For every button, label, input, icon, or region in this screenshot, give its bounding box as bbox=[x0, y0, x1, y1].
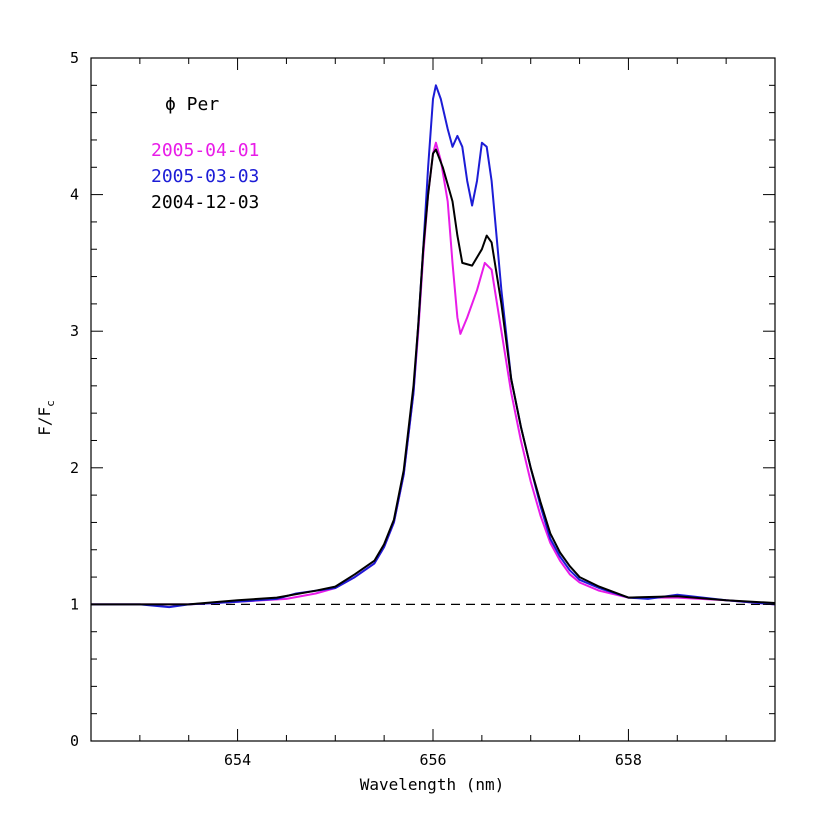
x-tick-label: 654 bbox=[224, 751, 251, 769]
y-tick-label: 3 bbox=[70, 322, 79, 340]
x-tick-label: 656 bbox=[419, 751, 446, 769]
x-tick-label: 658 bbox=[615, 751, 642, 769]
chart-title: ϕ Per bbox=[165, 94, 219, 115]
legend-entry-2005-03-03: 2005-03-03 bbox=[151, 166, 259, 187]
y-tick-label: 4 bbox=[70, 186, 79, 204]
axes-layer: 654 656 658 0 1 2 3 4 5 bbox=[70, 49, 776, 769]
y-tick-label: 0 bbox=[70, 732, 79, 750]
legend: 2005-04-01 2005-03-03 2004-12-03 bbox=[151, 140, 259, 213]
series-line-2004-12-03 bbox=[91, 148, 776, 606]
plot-layer bbox=[91, 84, 776, 609]
y-tick-label: 5 bbox=[70, 49, 79, 67]
series-line-2005-03-03 bbox=[91, 84, 776, 609]
y-tick-label: 1 bbox=[70, 595, 79, 613]
y-tick-label: 2 bbox=[70, 459, 79, 477]
x-axis-label: Wavelength (nm) bbox=[360, 775, 505, 794]
y-axis-label-subscript: c bbox=[44, 400, 57, 407]
y-axis-label: F/Fc bbox=[35, 400, 57, 436]
legend-entry-2004-12-03: 2004-12-03 bbox=[151, 192, 259, 213]
legend-entry-2005-04-01: 2005-04-01 bbox=[151, 140, 259, 161]
